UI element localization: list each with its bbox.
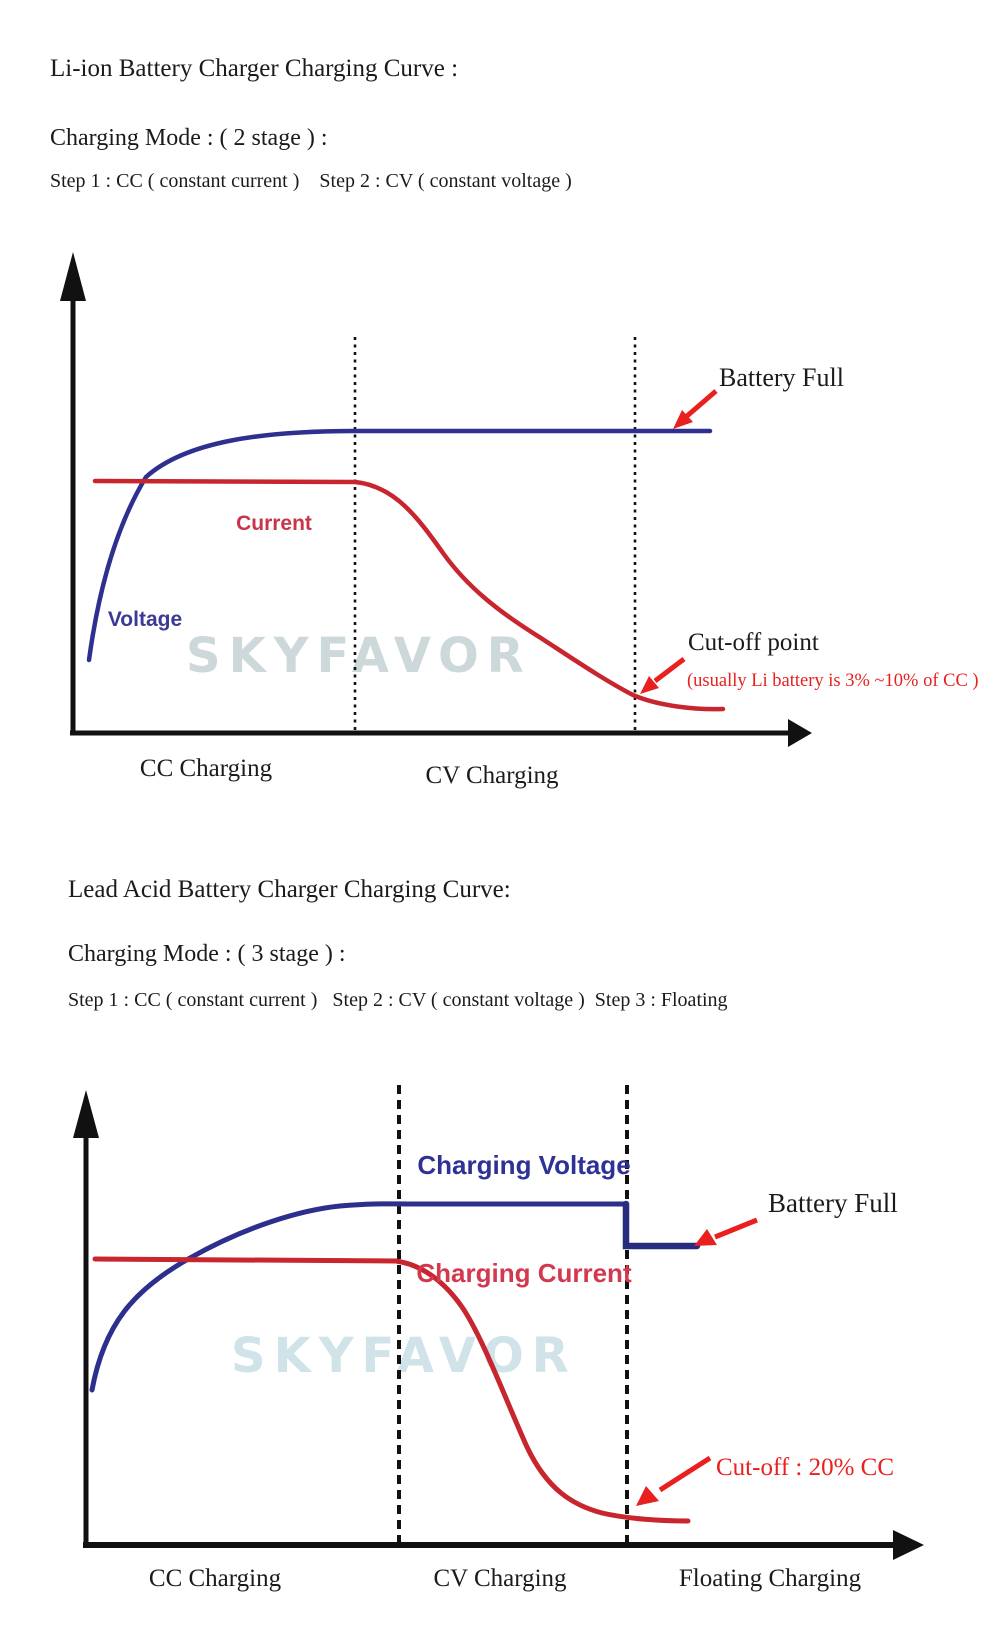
battery-full-label: Battery Full: [719, 363, 844, 392]
lead-acid-mode-line: Charging Mode : ( 3 stage ) :: [68, 941, 346, 967]
lead-acid-charging-chart: SKYFAVOR Charging Voltage Charging Curre…: [73, 1085, 924, 1592]
battery-full-arrow-icon: [694, 1217, 758, 1246]
cutoff-arrow-icon: [636, 1455, 712, 1506]
battery-full-label: Battery Full: [768, 1188, 898, 1218]
current-curve-label: Current: [236, 512, 312, 535]
x-axis-arrowhead-icon: [788, 719, 812, 747]
region-label-floating-charging: Floating Charging: [679, 1565, 862, 1592]
charging-current-curve-label: Charging Current: [416, 1258, 632, 1288]
cutoff-label: Cut-off : 20% CC: [716, 1454, 894, 1481]
region-label-cv-charging: CV Charging: [425, 762, 559, 789]
floating-voltage-segment: [622, 1200, 701, 1250]
lead-acid-title: Lead Acid Battery Charger Charging Curve…: [68, 876, 511, 903]
y-axis-arrowhead-icon: [73, 1090, 99, 1138]
cutoff-note-label: (usually Li battery is 3% ~10% of CC ): [687, 671, 979, 691]
cutoff-point-label: Cut-off point: [688, 629, 819, 656]
charging-voltage-curve-label: Charging Voltage: [417, 1150, 630, 1180]
voltage-curve-label: Voltage: [108, 608, 182, 631]
lead-acid-steps-line: Step 1 : CC ( constant current ) Step 2 …: [68, 989, 728, 1011]
li-ion-mode-line: Charging Mode : ( 2 stage ) :: [50, 125, 328, 151]
voltage-curve: [86, 428, 713, 663]
li-ion-charging-chart: SKYFAVOR Current Voltage Battery Full Cu…: [60, 252, 979, 789]
watermark-text: SKYFAVOR: [231, 1328, 577, 1384]
axes: [60, 252, 812, 747]
cutoff-arrow-icon: [640, 657, 686, 694]
region-label-cc-charging: CC Charging: [149, 1565, 282, 1592]
region-label-cv-charging: CV Charging: [433, 1565, 567, 1592]
battery-full-arrow-icon: [673, 389, 718, 429]
current-curve: [92, 478, 726, 712]
charging-current-curve: [92, 1256, 691, 1524]
li-ion-steps-line: Step 1 : CC ( constant current ) Step 2 …: [50, 170, 572, 192]
li-ion-title: Li-ion Battery Charger Charging Curve :: [50, 55, 459, 82]
axes: [73, 1085, 924, 1560]
charging-voltage-curve: [89, 1201, 629, 1393]
y-axis-arrowhead-icon: [60, 252, 86, 301]
watermark-text: SKYFAVOR: [186, 628, 532, 684]
region-label-cc-charging: CC Charging: [140, 755, 273, 782]
x-axis-arrowhead-icon: [893, 1530, 924, 1560]
